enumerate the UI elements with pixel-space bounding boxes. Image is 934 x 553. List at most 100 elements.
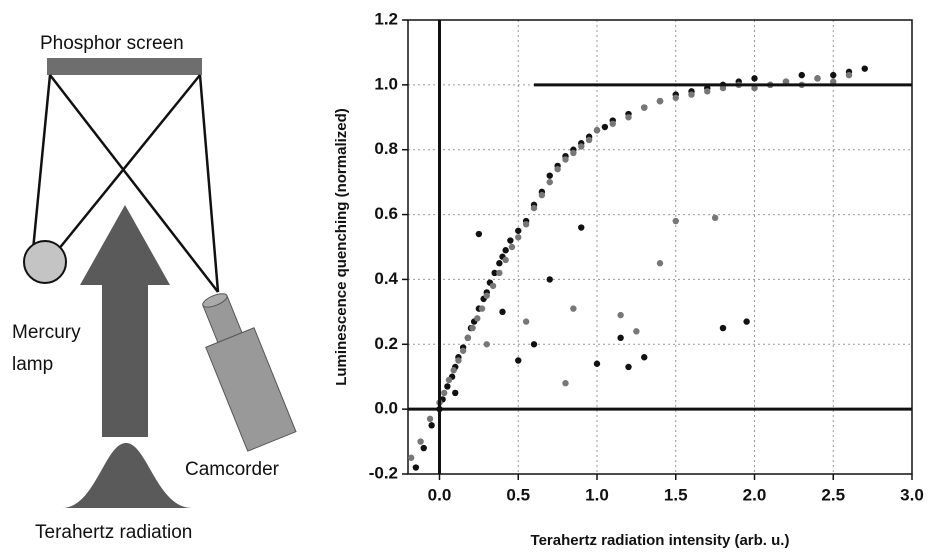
x-tick-label: 2.5	[821, 485, 845, 504]
data-point	[522, 221, 530, 228]
data-point	[522, 318, 530, 325]
data-point	[625, 363, 632, 371]
data-point	[585, 136, 593, 144]
data-point	[672, 94, 679, 102]
data-point	[478, 305, 486, 312]
y-tick-label: 0.6	[374, 204, 398, 223]
data-point	[502, 256, 509, 264]
data-point	[502, 247, 509, 254]
data-point	[743, 318, 750, 325]
data-point	[546, 276, 553, 283]
data-point	[546, 172, 553, 179]
setup-diagram: Phosphor screen Mercury lamp Camcorder T…	[12, 33, 297, 543]
data-point	[445, 376, 453, 384]
data-point	[530, 204, 538, 212]
data-point	[578, 143, 585, 150]
plot-frame	[407, 19, 913, 475]
data-point	[499, 308, 506, 316]
data-point	[609, 120, 616, 127]
data-point	[562, 156, 569, 163]
data-point	[530, 341, 538, 348]
camcorder	[202, 293, 297, 452]
data-point	[483, 341, 490, 348]
data-point	[508, 243, 516, 251]
data-point	[570, 149, 577, 157]
light-paths	[31, 74, 220, 293]
data-point	[417, 438, 424, 445]
data-point	[625, 114, 632, 121]
mercury-lamp-label: lamp	[12, 354, 53, 375]
data-point	[601, 123, 609, 131]
y-tick-label: -0.2	[369, 463, 398, 482]
data-point	[711, 214, 719, 222]
data-point	[475, 230, 483, 238]
x-axis-label: Terahertz radiation intensity (arb. u.)	[531, 532, 790, 549]
data-point	[798, 71, 805, 79]
data-point	[412, 464, 420, 471]
data-point	[719, 324, 727, 332]
data-point	[845, 71, 853, 79]
data-point	[450, 367, 457, 374]
data-point	[428, 422, 435, 429]
data-point	[507, 237, 514, 244]
data-point	[562, 380, 569, 387]
data-point	[515, 357, 522, 364]
data-point	[546, 178, 553, 186]
y-tick-label: 0.2	[374, 334, 398, 353]
camcorder-label: Camcorder	[185, 459, 280, 480]
data-point	[491, 269, 498, 277]
y-tick-label: 1.2	[374, 9, 398, 28]
data-point	[426, 415, 434, 423]
phosphor-screen-label: Phosphor screen	[40, 33, 184, 54]
data-point	[861, 65, 868, 72]
data-point	[656, 97, 664, 105]
data-point	[672, 217, 679, 225]
data-point	[538, 191, 546, 199]
data-point	[656, 260, 664, 267]
data-point	[483, 292, 490, 299]
data-point	[489, 282, 497, 290]
data-point	[496, 260, 503, 267]
data-point	[570, 305, 577, 312]
data-point	[455, 357, 462, 364]
data-point	[593, 127, 601, 134]
data-point	[617, 311, 624, 319]
terahertz-pulse	[62, 443, 192, 508]
data-point	[617, 334, 624, 341]
terahertz-label: Terahertz radiation	[35, 522, 192, 543]
data-point	[593, 360, 601, 367]
data-point	[751, 84, 758, 92]
data-point	[641, 104, 648, 111]
y-tick-label: 1.0	[374, 74, 398, 93]
data-point	[420, 444, 427, 452]
mercury-lamp-label: Mercury	[12, 322, 81, 343]
x-tick-label: 0.0	[428, 485, 452, 504]
scatter-plot: Terahertz radiation intensity (arb. u.) …	[333, 9, 924, 548]
mercury-lamp	[23, 240, 67, 284]
data-point	[719, 84, 727, 92]
data-point	[830, 71, 837, 79]
data-point	[830, 78, 837, 85]
y-tick-label: 0.8	[374, 139, 398, 158]
phosphor-screen	[47, 58, 202, 75]
y-axis-label: Luminescence quenching (normalized)	[333, 108, 350, 386]
data-point	[407, 454, 415, 461]
data-point	[633, 328, 640, 335]
data-point	[515, 234, 522, 241]
data-point	[554, 165, 561, 173]
y-tick-label: 0.4	[374, 269, 398, 288]
data-point	[814, 75, 821, 82]
data-point	[688, 91, 695, 98]
data-point	[578, 224, 585, 231]
data-point	[441, 389, 448, 397]
data-point	[452, 389, 459, 397]
data-point	[704, 88, 711, 95]
x-tick-label: 1.0	[585, 485, 609, 504]
data-point	[751, 75, 758, 82]
data-point	[444, 383, 451, 390]
data-point	[496, 269, 503, 277]
terahertz-arrow	[80, 205, 170, 437]
data-point	[464, 334, 472, 341]
data-point	[515, 227, 522, 234]
